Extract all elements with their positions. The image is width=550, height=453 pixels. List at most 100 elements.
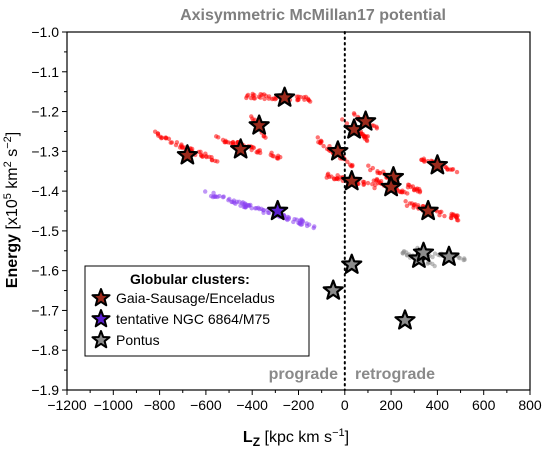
orbit-point xyxy=(164,135,169,141)
orbit-point xyxy=(437,213,442,218)
orbit-point xyxy=(261,210,266,215)
orbit-point xyxy=(180,145,185,150)
orbit-point xyxy=(228,141,234,146)
x-tick-label: 600 xyxy=(472,397,496,413)
orbit-point xyxy=(159,136,164,141)
orbit-point xyxy=(213,134,219,139)
y-tick-label: −1.3 xyxy=(31,143,59,159)
y-tick-label: −1.2 xyxy=(31,104,59,120)
legend-star xyxy=(91,309,111,328)
orbit-point xyxy=(155,131,161,136)
y-tick-label: −1.8 xyxy=(31,342,59,358)
y-tick-label: −1.1 xyxy=(31,64,59,80)
orbit-point xyxy=(370,165,376,171)
orbit-point xyxy=(238,203,243,208)
cluster-star xyxy=(267,199,289,221)
orbit-point xyxy=(345,159,350,164)
cluster-star xyxy=(322,279,344,300)
x-tick-label: −200 xyxy=(283,397,315,413)
cluster-star xyxy=(341,253,363,274)
orbit-point xyxy=(198,149,203,154)
orbit-point xyxy=(427,260,432,265)
orbit-point xyxy=(298,94,303,100)
orbit-point xyxy=(209,157,215,163)
x-tick-label: 200 xyxy=(379,397,403,413)
y-tick-label: −1.7 xyxy=(31,302,59,318)
orbit-point xyxy=(291,219,296,225)
orbit-point xyxy=(315,135,320,140)
x-tick-label: −400 xyxy=(236,397,268,413)
cluster-star xyxy=(248,114,270,135)
orbit-point xyxy=(297,218,303,223)
orbit-point xyxy=(211,190,216,196)
retrograde-label: retrograde xyxy=(355,366,435,383)
y-tick-label: −1.0 xyxy=(31,24,59,40)
orbit-point xyxy=(371,178,377,183)
x-tick-label: 400 xyxy=(426,397,450,413)
orbit-point xyxy=(325,171,331,177)
orbit-point xyxy=(411,203,417,208)
x-axis-title: LZ [kpc km s−1] xyxy=(243,427,349,449)
orbit-point xyxy=(449,215,454,221)
orbit-point xyxy=(256,94,262,100)
x-tick-label: −1000 xyxy=(94,397,134,413)
chart-title: Axisymmetric McMillan17 potential xyxy=(180,7,446,24)
orbit-point xyxy=(454,217,460,223)
orbit-point xyxy=(203,189,208,194)
orbit-point xyxy=(222,139,227,145)
orbit-point xyxy=(245,92,251,98)
orbit-point xyxy=(404,203,410,208)
legend-items: Gaia-Sausage/Enceladus tentative NGC 6864… xyxy=(91,288,275,349)
orbit-point xyxy=(203,151,208,156)
cluster-star xyxy=(176,144,198,165)
orbit-point xyxy=(217,193,222,199)
orbit-point xyxy=(324,175,329,180)
orbit-point xyxy=(215,159,220,164)
y-tick-label: −1.5 xyxy=(31,223,59,239)
orbit-point xyxy=(242,204,248,210)
orbit-point xyxy=(332,177,337,182)
orbit-point xyxy=(254,206,259,211)
orbit-point xyxy=(340,117,345,122)
orbit-point xyxy=(362,136,368,141)
cluster-star xyxy=(438,245,460,266)
legend-label: tentative NGC 6864/M75 xyxy=(116,311,270,327)
orbit-point xyxy=(405,191,410,196)
legend-box xyxy=(84,265,310,357)
orbit-point xyxy=(269,96,275,102)
orbit-point xyxy=(261,134,266,139)
orbit-point xyxy=(349,163,354,169)
orbit-point xyxy=(266,96,271,101)
x-tick-label: 0 xyxy=(341,397,349,413)
orbit-point xyxy=(442,213,447,219)
orbit-point xyxy=(304,221,309,226)
cluster-star xyxy=(394,309,416,330)
x-tick-label: −800 xyxy=(144,397,176,413)
cluster-star xyxy=(327,140,349,161)
y-tick-label: −1.6 xyxy=(31,263,59,279)
orbit-point xyxy=(221,194,226,199)
orbit-point xyxy=(285,214,290,220)
legend-star xyxy=(91,288,111,307)
orbit-point xyxy=(444,165,449,170)
cluster-star xyxy=(355,110,377,131)
orbit-point xyxy=(271,154,277,159)
orbit-point xyxy=(366,163,371,168)
orbit-point xyxy=(252,92,257,98)
orbit-point xyxy=(454,169,460,175)
x-tick-label: −1200 xyxy=(47,397,87,413)
orbit-point xyxy=(213,194,218,199)
y-tick-label: −1.9 xyxy=(31,382,59,398)
orbit-point xyxy=(439,209,444,215)
orbit-point xyxy=(226,198,231,203)
orbit-point xyxy=(432,263,437,269)
cluster-star xyxy=(341,170,363,191)
orbit-point xyxy=(305,96,311,102)
orbit-point xyxy=(200,154,205,159)
orbit-point xyxy=(299,222,305,227)
orbit-point xyxy=(275,156,281,161)
y-tick-label: −1.4 xyxy=(31,183,59,199)
orbit-point xyxy=(449,167,455,172)
orbit-point xyxy=(419,157,424,163)
